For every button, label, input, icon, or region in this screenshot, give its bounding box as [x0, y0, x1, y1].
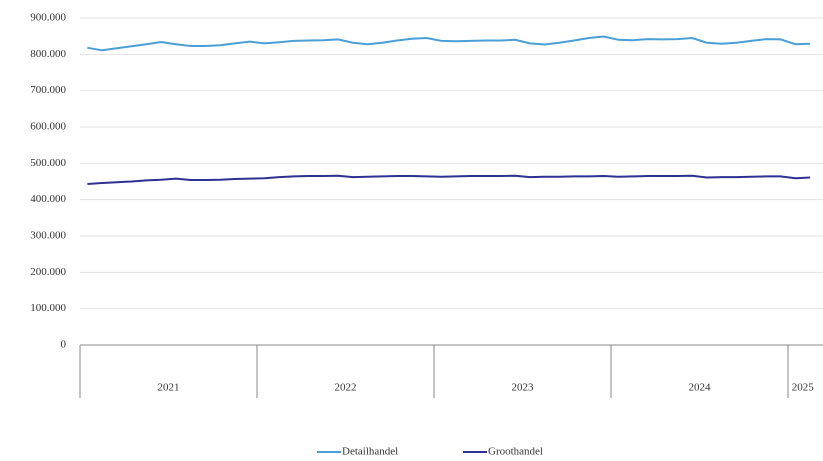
y-tick-label: 600.000 — [30, 121, 66, 133]
y-tick-label: 500.000 — [30, 157, 66, 169]
x-group-label: 2021 — [158, 382, 180, 394]
legend-label: Groothandel — [488, 446, 543, 458]
line-series — [87, 174, 811, 185]
y-tick-label: 800.000 — [30, 48, 66, 60]
y-tick-label: 100.000 — [30, 302, 66, 314]
x-group-label: 2023 — [512, 382, 535, 394]
x-group-label: 2024 — [689, 382, 712, 394]
y-tick-label: 700.000 — [30, 84, 66, 96]
y-tick-label: 300.000 — [30, 230, 66, 242]
x-group-label: 2025 — [792, 382, 815, 394]
legend-label: Detailhandel — [342, 446, 398, 458]
y-tick-label: 400.000 — [30, 193, 66, 205]
y-tick-label: 0 — [61, 339, 67, 351]
line-series — [87, 35, 811, 52]
y-tick-label: 900.000 — [30, 12, 66, 24]
y-tick-label: 200.000 — [30, 266, 66, 278]
x-group-label: 2022 — [335, 382, 357, 394]
